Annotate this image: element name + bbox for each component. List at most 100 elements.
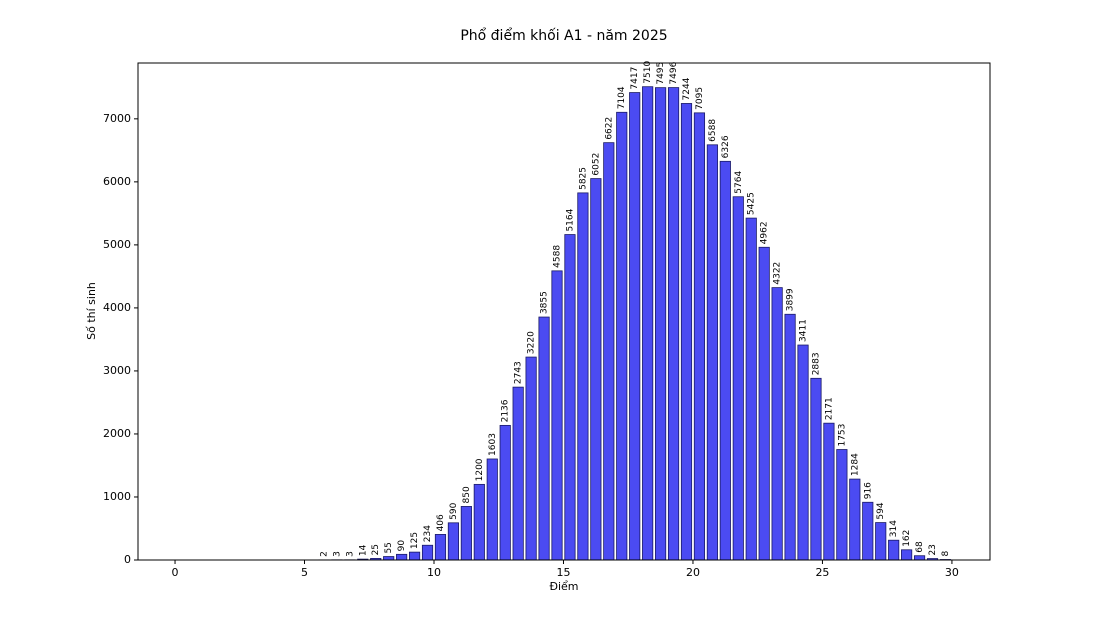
bar	[797, 344, 809, 561]
value-label: 406	[436, 514, 446, 531]
value-label: 3220	[527, 331, 537, 354]
value-label: 90	[397, 540, 407, 552]
bar	[862, 501, 874, 561]
y-tick-label: 5000	[103, 238, 131, 251]
bar	[460, 506, 472, 561]
y-tick-label: 6000	[103, 175, 131, 188]
value-label: 68	[915, 541, 925, 553]
bar	[655, 87, 667, 561]
value-label: 1753	[837, 424, 847, 447]
value-label: 6622	[604, 117, 614, 140]
x-tick-label: 30	[945, 566, 959, 579]
bar	[771, 287, 783, 561]
bar	[901, 549, 913, 561]
bar	[706, 144, 718, 561]
value-label: 3	[332, 551, 342, 557]
bar	[784, 313, 796, 561]
value-label: 314	[889, 520, 899, 537]
value-label: 7496	[669, 61, 679, 84]
bar	[680, 103, 693, 561]
value-label: 234	[423, 525, 433, 542]
x-tick-label: 10	[427, 566, 441, 579]
value-label: 55	[384, 542, 394, 553]
bar	[383, 556, 395, 561]
value-label: 7417	[630, 67, 640, 90]
bar	[538, 316, 550, 561]
bar	[421, 544, 434, 561]
value-label: 125	[410, 532, 420, 549]
bar	[642, 86, 654, 561]
bar	[616, 111, 628, 561]
chart-title: Phổ điểm khối A1 - năm 2025	[460, 27, 667, 44]
bar	[810, 377, 822, 561]
value-label: 7495	[656, 62, 666, 85]
bar	[693, 112, 706, 561]
value-label: 5164	[565, 208, 575, 231]
x-tick-label: 15	[556, 566, 570, 579]
bar	[590, 178, 602, 561]
y-tick-label: 0	[124, 553, 131, 566]
y-tick-label: 7000	[103, 112, 131, 125]
value-label: 850	[462, 486, 472, 503]
bar	[434, 534, 447, 561]
value-label: 7104	[617, 86, 627, 109]
bar	[823, 422, 835, 561]
value-label: 6588	[708, 119, 718, 142]
value-label: 3	[345, 551, 355, 557]
value-label: 3899	[786, 288, 796, 311]
bar	[396, 553, 408, 561]
value-label: 594	[876, 502, 886, 519]
value-label: 6326	[721, 135, 731, 158]
y-tick-label: 4000	[103, 301, 131, 314]
y-tick-label: 1000	[103, 490, 131, 503]
bar	[551, 270, 563, 561]
value-label: 2883	[811, 352, 821, 375]
bar	[564, 234, 576, 561]
value-label: 5764	[734, 171, 744, 194]
bar	[525, 356, 537, 561]
value-label: 1200	[475, 458, 485, 481]
bar	[836, 449, 848, 561]
plot-frame	[137, 62, 991, 561]
value-label: 4322	[773, 262, 783, 285]
value-label: 7244	[682, 77, 692, 100]
bar	[486, 458, 498, 561]
bar	[732, 196, 744, 561]
value-label: 3411	[799, 319, 809, 342]
x-tick-label: 20	[686, 566, 700, 579]
bar	[849, 478, 861, 561]
bar	[408, 551, 421, 561]
value-label: 6052	[591, 153, 601, 176]
x-axis-label: Điểm	[549, 580, 578, 593]
value-label: 4962	[760, 221, 770, 244]
value-label: 3855	[540, 291, 550, 314]
y-axis-label: Số thí sinh	[85, 282, 98, 340]
value-label: 916	[863, 482, 873, 499]
bar	[758, 246, 770, 561]
bar	[667, 87, 680, 561]
value-label: 2136	[501, 399, 511, 422]
y-tick-label: 2000	[103, 427, 131, 440]
value-label: 1603	[488, 433, 498, 456]
value-label: 7095	[695, 87, 705, 110]
bar	[473, 483, 485, 561]
bar	[603, 142, 615, 561]
bar	[888, 539, 900, 561]
bar	[512, 386, 524, 561]
value-label: 4588	[553, 245, 563, 268]
value-label: 162	[902, 530, 912, 547]
value-label: 2171	[824, 397, 834, 420]
bar	[577, 192, 589, 561]
plot-area: 0 1000 2000 3000 4000 5000 6000 7000 0 5 10 15 20 25 3…	[103, 61, 959, 579]
value-label: 23	[928, 544, 938, 555]
bar	[499, 424, 511, 561]
value-label: 1284	[850, 453, 860, 476]
bar	[875, 522, 887, 561]
value-label: 2	[319, 551, 329, 557]
value-label: 2743	[514, 361, 524, 384]
value-label: 25	[371, 544, 381, 555]
x-tick-label: 5	[301, 566, 308, 579]
x-tick-label: 0	[172, 566, 179, 579]
